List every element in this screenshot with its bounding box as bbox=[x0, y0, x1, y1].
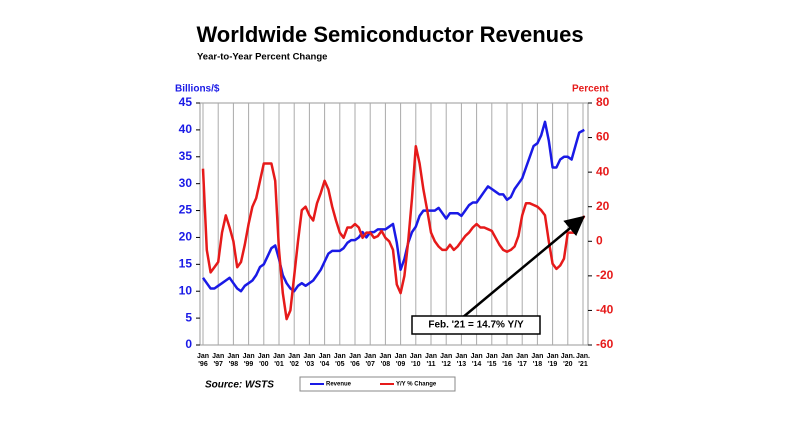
x-tick-label: Jan '05 bbox=[333, 353, 346, 368]
annotation-box bbox=[411, 315, 541, 335]
series-line bbox=[201, 120, 585, 293]
y-tick-label: 45 bbox=[179, 95, 193, 109]
y2-tick-label: 0 bbox=[596, 233, 603, 247]
legend-box bbox=[299, 376, 456, 392]
x-tick-label: Jan '99 bbox=[242, 353, 255, 368]
y2-tick-label: 40 bbox=[596, 164, 610, 178]
x-tick-label: Jan '19 bbox=[546, 353, 559, 368]
x-tick-label: Jan '02 bbox=[288, 353, 301, 368]
y-tick-label: 15 bbox=[179, 257, 193, 271]
x-tick-label: Jan '10 bbox=[409, 353, 422, 368]
x-tick-label: Jan '11 bbox=[424, 353, 438, 368]
x-tick-label: Jan '01 bbox=[272, 353, 286, 368]
x-tick-label: Jan '07 bbox=[364, 353, 377, 368]
x-tick-label: Jan '15 bbox=[485, 353, 498, 368]
chart-subtitle: Year-to-Year Percent Change bbox=[197, 52, 327, 63]
y2-tick-label: 80 bbox=[596, 95, 610, 109]
x-tick-label: Jan '06 bbox=[348, 353, 362, 368]
annotation-arrow bbox=[461, 215, 586, 319]
x-tick-label: Jan '16 bbox=[500, 353, 514, 368]
x-tick-label: Jan '18 bbox=[531, 353, 544, 368]
x-tick-label: Jan '08 bbox=[379, 353, 392, 368]
x-tick-label: Jan '13 bbox=[455, 353, 468, 368]
y-tick-label: 40 bbox=[179, 122, 193, 136]
x-tick-label: Jan '17 bbox=[516, 353, 529, 368]
y2-tick-label: -40 bbox=[596, 303, 614, 317]
y2-tick-label: 60 bbox=[596, 130, 610, 144]
legend-label: Y/Y % Change bbox=[396, 382, 437, 388]
y2-tick-label: 20 bbox=[596, 199, 610, 213]
chart-title: Worldwide Semiconductor Revenues bbox=[196, 22, 583, 47]
y2-tick-label: -60 bbox=[596, 337, 614, 351]
x-tick-label: Jan. '21 bbox=[575, 353, 590, 368]
y2-axis-label: Percent bbox=[572, 84, 609, 95]
x-tick-label: Jan '96 bbox=[196, 353, 210, 368]
y2-tick-label: -20 bbox=[596, 268, 614, 282]
series-line bbox=[201, 144, 586, 321]
y-tick-label: 35 bbox=[179, 149, 193, 163]
x-tick-label: Jan '97 bbox=[212, 353, 225, 368]
x-tick-label: Jan '04 bbox=[318, 353, 331, 368]
y-tick-label: 25 bbox=[179, 203, 193, 217]
x-tick-label: Jan '14 bbox=[470, 353, 483, 368]
x-tick-label: Jan '12 bbox=[440, 353, 453, 368]
x-tick-label: Jan '09 bbox=[394, 353, 407, 368]
x-tick-label: Jan '00 bbox=[257, 353, 270, 368]
legend-label: Revenue bbox=[326, 382, 352, 388]
x-tick-label: Jan. '20 bbox=[560, 353, 575, 368]
y-tick-label: 5 bbox=[185, 310, 192, 324]
y-tick-label: 20 bbox=[179, 230, 193, 244]
y-tick-label: 0 bbox=[185, 337, 192, 351]
x-tick-label: Jan '98 bbox=[227, 353, 240, 368]
x-tick-label: Jan '03 bbox=[303, 353, 316, 368]
y-tick-label: 30 bbox=[179, 176, 193, 190]
source: Source: WSTS bbox=[205, 380, 274, 391]
annotation: Feb. '21 = 14.7% Y/Y bbox=[428, 320, 524, 331]
y-tick-label: 10 bbox=[179, 283, 193, 297]
y-axis-label: Billions/$ bbox=[175, 84, 220, 95]
